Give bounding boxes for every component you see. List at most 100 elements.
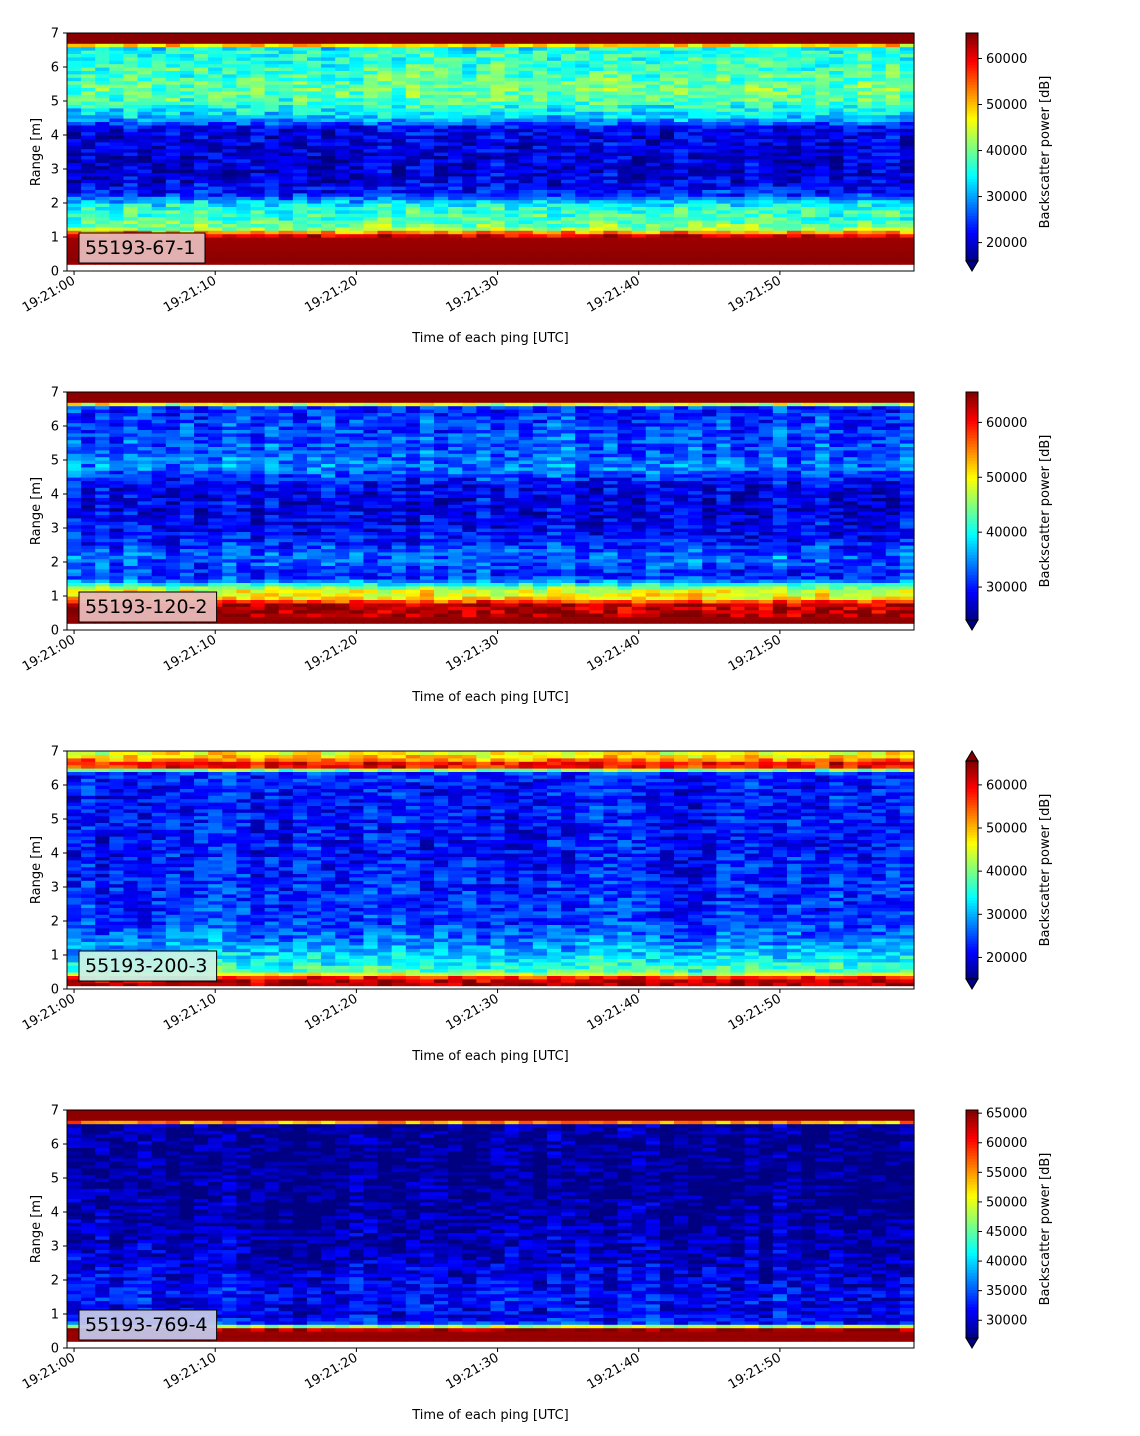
heatmap-cell: [292, 73, 308, 78]
heatmap-cell: [659, 141, 675, 146]
heatmap-cell: [306, 152, 322, 156]
heatmap-cell: [81, 223, 96, 228]
heatmap-cell: [772, 182, 788, 187]
y-tick-label: 6: [51, 61, 59, 76]
heatmap-cell: [165, 135, 181, 139]
heatmap-cell: [208, 77, 223, 82]
heatmap-cell: [321, 124, 336, 129]
heatmap-cell: [278, 50, 294, 54]
heatmap-cell: [829, 148, 845, 153]
heatmap-cell: [264, 97, 280, 102]
heatmap-cell: [179, 114, 195, 119]
heatmap-cell: [109, 70, 125, 75]
heatmap-cell: [81, 46, 96, 51]
heatmap-cell: [349, 128, 365, 133]
heatmap-cell: [321, 56, 336, 61]
heatmap-cell: [716, 131, 732, 136]
heatmap-cell: [363, 131, 379, 136]
heatmap-cell: [532, 209, 548, 214]
heatmap-cell: [208, 36, 223, 41]
heatmap-cell: [292, 169, 308, 173]
heatmap-cell: [236, 145, 252, 150]
heatmap-cell: [123, 56, 139, 61]
heatmap-cell: [222, 63, 237, 68]
heatmap-cell: [81, 175, 96, 180]
heatmap-cell: [194, 80, 209, 85]
heatmap-cell: [829, 199, 845, 204]
heatmap-cell: [151, 487, 167, 492]
heatmap-cell: [109, 223, 125, 228]
heatmap-cell: [815, 141, 830, 146]
heatmap-cell: [349, 158, 365, 163]
heatmap-cell: [194, 189, 209, 194]
heatmap-cell: [264, 247, 280, 252]
heatmap-cell: [194, 158, 209, 163]
heatmap-cell: [306, 70, 322, 75]
heatmap-cell: [518, 131, 534, 136]
heatmap-cell: [165, 192, 181, 197]
heatmap-cell: [264, 169, 280, 173]
heatmap-cell: [321, 135, 336, 139]
heatmap-cell: [109, 118, 125, 122]
heatmap-cell: [871, 226, 887, 231]
heatmap-cell: [758, 175, 774, 180]
heatmap-cell: [335, 158, 350, 163]
panel-label: 55193-67-1: [78, 232, 206, 264]
heatmap-cell: [151, 124, 167, 129]
heatmap-cell: [151, 63, 167, 68]
heatmap-cell: [137, 80, 153, 85]
heatmap-cell: [349, 84, 365, 88]
heatmap-cell: [208, 240, 223, 245]
heatmap-cell: [236, 101, 252, 105]
heatmap-cell: [843, 250, 859, 255]
heatmap-cell: [321, 111, 336, 116]
heatmap-cell: [137, 138, 153, 143]
heatmap-cell: [179, 392, 195, 396]
heatmap-cell: [151, 33, 167, 37]
heatmap-cell: [95, 189, 110, 194]
heatmap-cell: [165, 77, 181, 82]
heatmap-cell: [292, 84, 308, 88]
heatmap-cell: [349, 206, 365, 211]
heatmap-cell: [518, 209, 534, 214]
x-tick-label: 19:21:40: [585, 273, 643, 315]
heatmap-cell: [758, 243, 774, 248]
heatmap-cell: [349, 63, 365, 68]
heatmap-cell: [222, 209, 237, 214]
heatmap-cell: [292, 179, 308, 184]
heatmap-cell: [137, 50, 153, 54]
heatmap-cell: [321, 70, 336, 75]
heatmap-cell: [208, 128, 223, 133]
heatmap-cell: [292, 60, 308, 65]
heatmap-cell: [81, 487, 96, 492]
heatmap-cell: [179, 94, 195, 99]
heatmap-cell: [321, 250, 336, 255]
heatmap-cell: [405, 141, 421, 146]
heatmap-cell: [67, 419, 82, 424]
heatmap-cell: [885, 175, 901, 180]
heatmap-cell: [772, 175, 788, 180]
heatmap-cell: [250, 43, 266, 48]
y-tick-label: 5: [51, 95, 59, 110]
heatmap-cell: [292, 77, 308, 82]
heatmap-cell: [109, 90, 125, 95]
heatmap-cell: [151, 50, 167, 54]
heatmap-cell: [250, 162, 266, 167]
heatmap-cell: [67, 138, 82, 143]
heatmap-cell: [335, 203, 350, 207]
heatmap-cell: [81, 63, 96, 68]
heatmap-cell: [419, 216, 435, 221]
heatmap-cell: [321, 94, 336, 99]
heatmap-cell: [109, 135, 125, 139]
heatmap-cell: [194, 223, 209, 228]
heatmap-cell: [589, 233, 605, 238]
heatmap-cell: [321, 189, 336, 194]
heatmap-cell: [194, 165, 209, 170]
heatmap-cell: [335, 118, 350, 122]
heatmap-cell: [405, 199, 421, 204]
heatmap-cell: [278, 206, 294, 211]
heatmap-cell: [137, 189, 153, 194]
heatmap-cell: [67, 84, 82, 88]
heatmap-cell: [95, 124, 110, 129]
